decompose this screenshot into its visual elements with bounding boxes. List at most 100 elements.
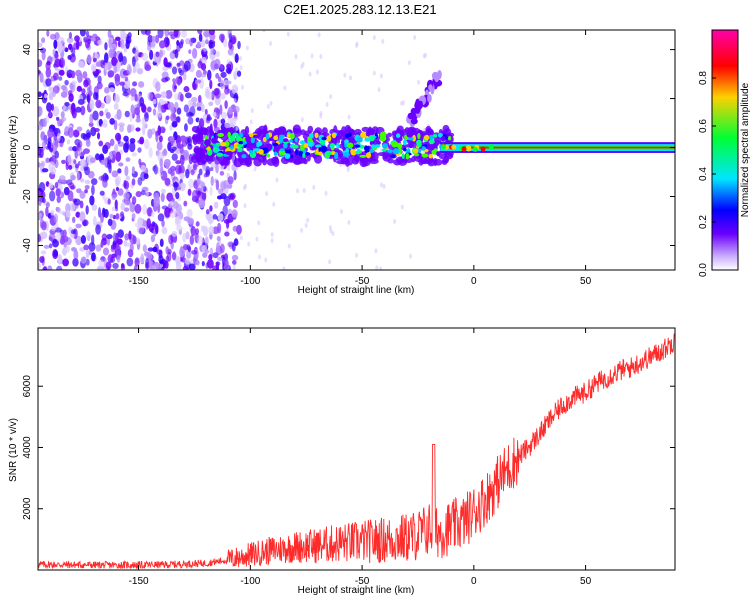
x-tick-label: 0 [471, 276, 477, 287]
noise-blob [209, 167, 214, 172]
noise-blob [196, 41, 201, 48]
noise-blob [310, 53, 314, 59]
x-tick-label: -100 [240, 576, 260, 587]
cluster-core [320, 145, 328, 153]
cluster-core [237, 147, 243, 153]
noise-blob [50, 226, 57, 232]
noise-blob [91, 184, 95, 196]
noise-blob [216, 195, 223, 200]
noise-blob [206, 114, 211, 119]
noise-blob [195, 228, 200, 235]
noise-blob [339, 209, 343, 215]
noise-blob [233, 71, 238, 80]
noise-blob [144, 138, 150, 150]
noise-blob [160, 188, 166, 194]
noise-blob [379, 182, 383, 188]
noise-blob [106, 234, 113, 240]
noise-blob [205, 165, 211, 176]
cluster-core [249, 149, 254, 155]
noise-blob [39, 72, 44, 83]
noise-blob [264, 257, 268, 263]
cluster-core [365, 152, 372, 159]
noise-blob [201, 260, 205, 267]
noise-blob [125, 157, 131, 162]
noise-blob [137, 217, 144, 226]
noise-blob [82, 71, 88, 79]
noise-blob [227, 176, 234, 185]
noise-blob [228, 39, 233, 50]
noise-blob [209, 79, 213, 90]
noise-blob [200, 39, 206, 48]
cluster-core [294, 137, 298, 143]
noise-blob [125, 175, 131, 181]
y-tick-label: 2000 [22, 497, 33, 520]
cluster-core [213, 146, 218, 152]
noise-blob [77, 71, 81, 78]
noise-blob [109, 138, 115, 147]
noise-blob [114, 73, 121, 82]
noise-blob [129, 87, 137, 97]
cluster-core [258, 148, 264, 155]
noise-blob [48, 182, 54, 189]
noise-blob [131, 56, 136, 67]
cluster-core [356, 136, 363, 143]
cluster-core [314, 132, 319, 139]
noise-blob [215, 179, 220, 191]
noise-blob [57, 42, 63, 54]
noise-blob [114, 175, 122, 185]
noise-blob [164, 207, 171, 218]
noise-blob [123, 79, 131, 89]
cluster-core [382, 143, 389, 149]
noise-blob [50, 209, 55, 216]
noise-blob [73, 198, 81, 206]
noise-blob [184, 258, 191, 265]
noise-blob [229, 123, 234, 128]
noise-blob [120, 202, 125, 211]
noise-blob [41, 37, 46, 44]
cluster-blob [353, 155, 360, 163]
noise-blob [123, 207, 130, 212]
noise-blob [134, 93, 139, 102]
noise-blob [185, 92, 192, 99]
noise-blob [409, 253, 413, 259]
noise-blob [167, 102, 175, 111]
noise-blob [67, 127, 74, 138]
figure-title: C2E1.2025.283.12.13.E21 [283, 2, 436, 17]
noise-blob [224, 231, 230, 237]
cluster-core [387, 149, 394, 153]
cluster-core [229, 134, 236, 142]
noise-blob [219, 104, 223, 115]
noise-blob [234, 67, 238, 73]
noise-blob [237, 40, 241, 50]
noise-blob [197, 180, 205, 192]
noise-blob [86, 231, 91, 242]
noise-blob [111, 194, 117, 201]
noise-blob [103, 86, 110, 94]
noise-blob [64, 102, 70, 107]
noise-blob [317, 32, 321, 38]
noise-blob [45, 157, 50, 164]
noise-blob [141, 52, 149, 61]
noise-blob [92, 215, 97, 227]
noise-blob [172, 81, 177, 93]
noise-blob [75, 235, 82, 246]
noise-blob [54, 52, 59, 59]
noise-blob [165, 37, 170, 46]
noise-blob [163, 57, 168, 67]
noise-blob [201, 57, 207, 65]
noise-blob [245, 45, 249, 51]
noise-blob [312, 184, 316, 190]
noise-blob [139, 136, 145, 145]
noise-blob [103, 208, 109, 218]
noise-blob [45, 206, 49, 217]
noise-blob [151, 35, 156, 43]
noise-blob [77, 150, 81, 157]
noise-blob [224, 80, 232, 85]
noise-blob [169, 124, 173, 131]
noise-blob [108, 38, 112, 49]
snr-panel: -150 -100 -50 0 50 2000 4000 6000 Height of st… [8, 327, 676, 596]
cluster-core [405, 152, 410, 160]
noise-blob [72, 146, 78, 152]
noise-blob [164, 76, 170, 82]
noise-blob [164, 30, 169, 38]
